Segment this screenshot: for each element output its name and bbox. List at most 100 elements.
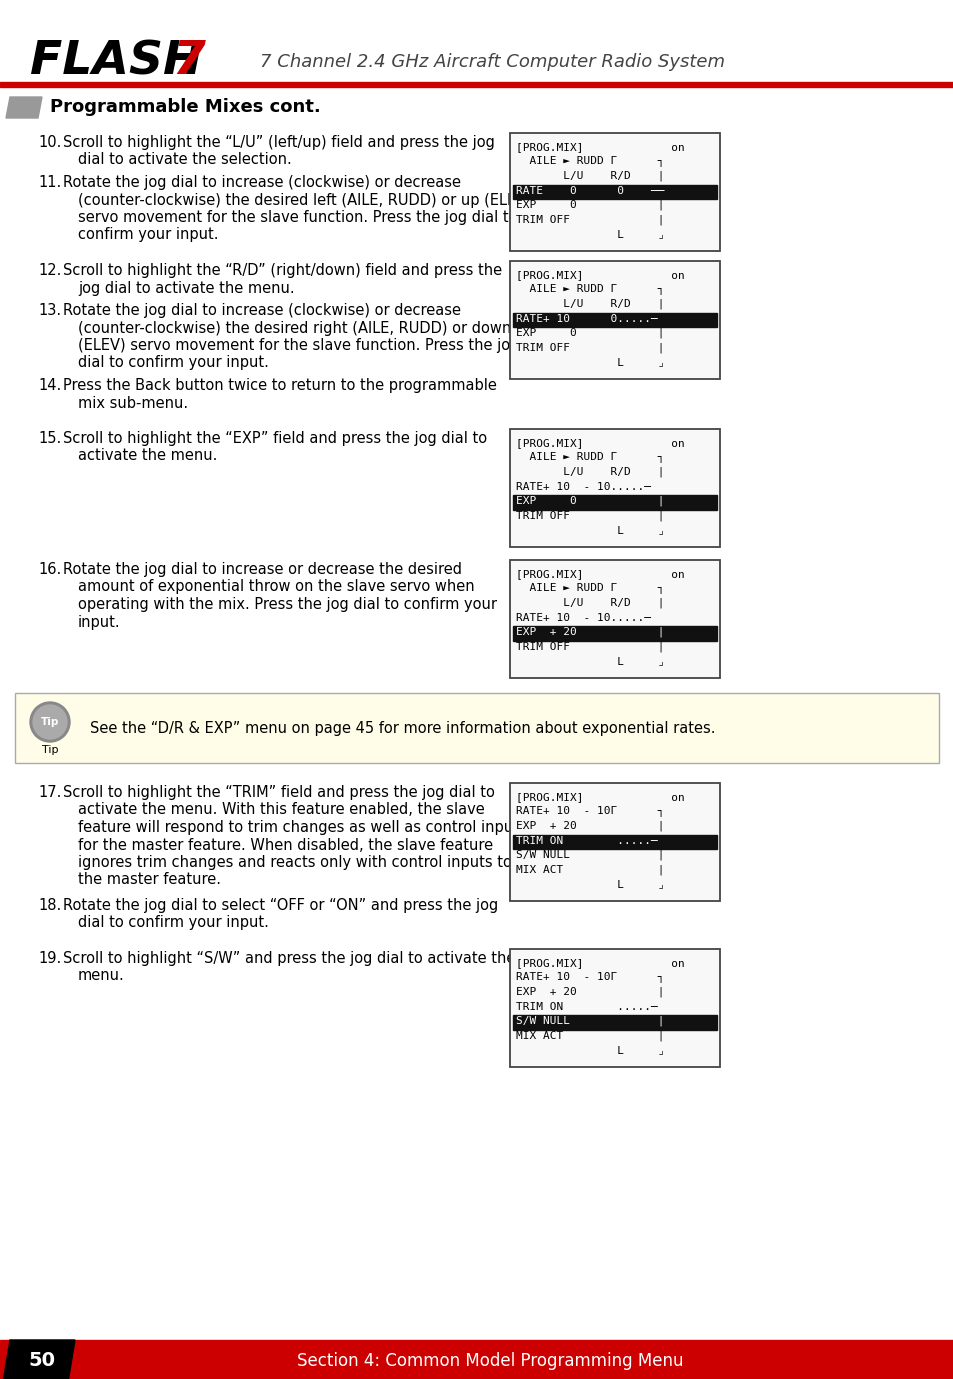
Text: 12.: 12. [38, 263, 61, 279]
Bar [510, 783, 720, 900]
Text: Rotate the jog dial to increase (clockwise) or decrease: Rotate the jog dial to increase (clockwi… [63, 303, 460, 319]
Text: EXP     0            |: EXP 0 | [516, 496, 664, 506]
Text: L/U    R/D    |: L/U R/D | [516, 299, 664, 309]
Text: AILE ► RUDD Γ      ┐: AILE ► RUDD Γ ┐ [516, 583, 664, 594]
Bar [15, 694, 938, 763]
Text: Rotate the jog dial to increase (clockwise) or decrease: Rotate the jog dial to increase (clockwi… [63, 175, 460, 190]
Bar [0, 1340, 953, 1379]
Bar [513, 495, 717, 510]
Text: [PROG.MIX]             on: [PROG.MIX] on [516, 437, 684, 448]
Text: 14.: 14. [38, 378, 61, 393]
Text: RATE+ 10      0.....─: RATE+ 10 0.....─ [516, 313, 657, 324]
Text: TRIM OFF             |: TRIM OFF | [516, 215, 664, 225]
Text: AILE ► RUDD Γ      ┐: AILE ► RUDD Γ ┐ [516, 284, 664, 295]
Text: S/W NULL             |: S/W NULL | [516, 849, 664, 860]
Text: 16.: 16. [38, 563, 61, 576]
Text: L/U    R/D    |: L/U R/D | [516, 466, 664, 477]
Text: servo movement for the slave function. Press the jog dial to: servo movement for the slave function. P… [78, 210, 517, 225]
Text: 7 Channel 2.4 GHz Aircraft Computer Radio System: 7 Channel 2.4 GHz Aircraft Computer Radi… [260, 52, 724, 70]
Text: Tip: Tip [42, 745, 58, 754]
Text: Section 4: Common Model Programming Menu: Section 4: Common Model Programming Menu [296, 1351, 682, 1369]
Text: Scroll to highlight the “EXP” field and press the jog dial to: Scroll to highlight the “EXP” field and … [63, 432, 487, 445]
Text: input.: input. [78, 615, 120, 629]
Text: 19.: 19. [38, 952, 61, 967]
Text: operating with the mix. Press the jog dial to confirm your: operating with the mix. Press the jog di… [78, 597, 497, 612]
Text: (ELEV) servo movement for the slave function. Press the jog: (ELEV) servo movement for the slave func… [78, 338, 518, 353]
Text: Tip: Tip [41, 717, 59, 727]
Text: [PROG.MIX]             on: [PROG.MIX] on [516, 568, 684, 579]
Text: RATE+ 10  - 10.....─: RATE+ 10 - 10.....─ [516, 612, 650, 622]
Text: L     ⌟: L ⌟ [516, 1045, 664, 1055]
Text: confirm your input.: confirm your input. [78, 228, 218, 243]
Bar [513, 626, 717, 641]
Text: RATE+ 10  - 10.....─: RATE+ 10 - 10.....─ [516, 481, 650, 491]
Bar [510, 429, 720, 547]
Text: AILE ► RUDD Γ      ┐: AILE ► RUDD Γ ┐ [516, 452, 664, 463]
Text: 10.: 10. [38, 135, 61, 150]
Text: [PROG.MIX]             on: [PROG.MIX] on [516, 958, 684, 968]
Text: (counter-clockwise) the desired left (AILE, RUDD) or up (ELEV): (counter-clockwise) the desired left (AI… [78, 193, 531, 207]
Text: MIX ACT              |: MIX ACT | [516, 865, 664, 874]
Bar [513, 1015, 717, 1030]
Text: AILE ► RUDD Γ      ┐: AILE ► RUDD Γ ┐ [516, 156, 664, 167]
Bar [510, 949, 720, 1067]
Text: Scroll to highlight the “R/D” (right/down) field and press the: Scroll to highlight the “R/D” (right/dow… [63, 263, 501, 279]
Text: Press the Back button twice to return to the programmable: Press the Back button twice to return to… [63, 378, 497, 393]
Text: activate the menu.: activate the menu. [78, 448, 217, 463]
Text: S/W NULL             |: S/W NULL | [516, 1016, 664, 1026]
Text: Rotate the jog dial to increase or decrease the desired: Rotate the jog dial to increase or decre… [63, 563, 461, 576]
Text: TRIM ON        .....─: TRIM ON .....─ [516, 836, 657, 845]
Text: [PROG.MIX]             on: [PROG.MIX] on [516, 270, 684, 280]
Text: EXP     0            |: EXP 0 | [516, 200, 664, 211]
Text: Scroll to highlight “S/W” and press the jog dial to activate the: Scroll to highlight “S/W” and press the … [63, 952, 515, 967]
Text: RATE    0      0    ──: RATE 0 0 ── [516, 186, 664, 196]
Text: TRIM ON        .....─: TRIM ON .....─ [516, 1001, 657, 1012]
Text: dial to activate the selection.: dial to activate the selection. [78, 153, 292, 167]
Text: jog dial to activate the menu.: jog dial to activate the menu. [78, 280, 294, 295]
Text: menu.: menu. [78, 968, 125, 983]
Text: EXP     0            |: EXP 0 | [516, 328, 664, 338]
Bar [510, 132, 720, 251]
Text: L     ⌟: L ⌟ [516, 880, 664, 889]
Circle shape [33, 705, 67, 739]
Text: 17.: 17. [38, 785, 61, 800]
Polygon shape [3, 1340, 75, 1379]
Text: 15.: 15. [38, 432, 61, 445]
Text: dial to confirm your input.: dial to confirm your input. [78, 356, 269, 371]
Text: L     ⌟: L ⌟ [516, 656, 664, 666]
Text: MIX ACT              |: MIX ACT | [516, 1030, 664, 1041]
Text: Programmable Mixes cont.: Programmable Mixes cont. [50, 98, 320, 116]
Text: the master feature.: the master feature. [78, 873, 221, 888]
Text: ignores trim changes and reacts only with control inputs to: ignores trim changes and reacts only wit… [78, 855, 512, 870]
Text: activate the menu. With this feature enabled, the slave: activate the menu. With this feature ena… [78, 803, 484, 818]
Text: feature will respond to trim changes as well as control inputs: feature will respond to trim changes as … [78, 821, 526, 836]
Text: L     ⌟: L ⌟ [516, 229, 664, 240]
Bar [510, 560, 720, 678]
Text: [PROG.MIX]             on: [PROG.MIX] on [516, 142, 684, 152]
Polygon shape [6, 97, 42, 119]
Text: EXP  + 20            |: EXP + 20 | [516, 627, 664, 637]
Text: TRIM OFF             |: TRIM OFF | [516, 342, 664, 353]
Text: dial to confirm your input.: dial to confirm your input. [78, 916, 269, 931]
Text: L/U    R/D    |: L/U R/D | [516, 597, 664, 608]
Text: (counter-clockwise) the desired right (AILE, RUDD) or down: (counter-clockwise) the desired right (A… [78, 320, 511, 335]
Text: Scroll to highlight the “TRIM” field and press the jog dial to: Scroll to highlight the “TRIM” field and… [63, 785, 495, 800]
Bar [513, 834, 717, 849]
Text: EXP  + 20            |: EXP + 20 | [516, 821, 664, 832]
Text: 18.: 18. [38, 898, 61, 913]
Circle shape [30, 702, 70, 742]
Text: See the “D/R & EXP” menu on page 45 for more information about exponential rates: See the “D/R & EXP” menu on page 45 for … [90, 720, 715, 735]
Text: for the master feature. When disabled, the slave feature: for the master feature. When disabled, t… [78, 837, 493, 852]
Text: RATE+ 10  - 10Γ      ┐: RATE+ 10 - 10Γ ┐ [516, 805, 664, 816]
Text: 13.: 13. [38, 303, 61, 319]
Text: 11.: 11. [38, 175, 61, 190]
Text: RATE+ 10  - 10Γ      ┐: RATE+ 10 - 10Γ ┐ [516, 972, 664, 983]
Text: 50: 50 [29, 1351, 55, 1371]
Text: TRIM OFF             |: TRIM OFF | [516, 510, 664, 521]
Text: Rotate the jog dial to select “OFF or “ON” and press the jog: Rotate the jog dial to select “OFF or “O… [63, 898, 497, 913]
Text: [PROG.MIX]             on: [PROG.MIX] on [516, 792, 684, 801]
Bar [513, 185, 717, 200]
Text: L/U    R/D    |: L/U R/D | [516, 171, 664, 181]
Bar [510, 261, 720, 379]
Text: Scroll to highlight the “L/U” (left/up) field and press the jog: Scroll to highlight the “L/U” (left/up) … [63, 135, 495, 150]
